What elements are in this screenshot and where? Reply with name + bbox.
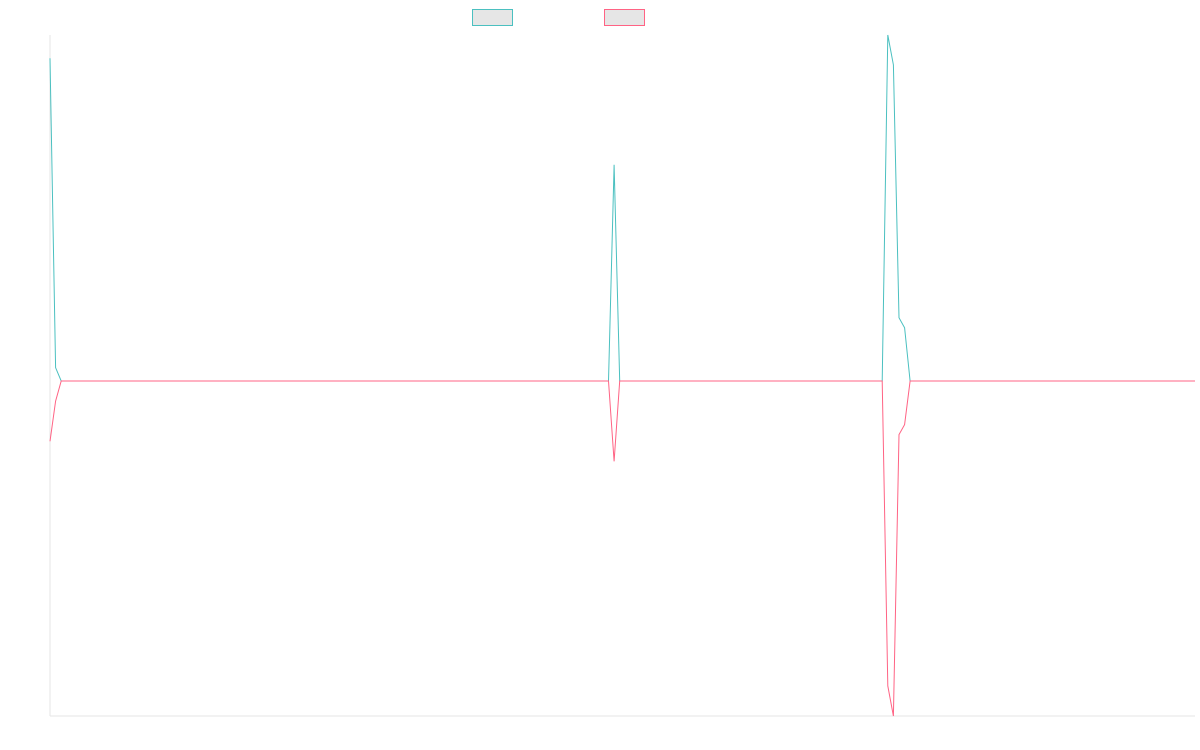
- legend-swatch-1: [472, 9, 513, 26]
- series-line-1: [49, 34, 1195, 382]
- series-line-2: [49, 380, 1195, 717]
- legend-swatch-2: [604, 9, 645, 26]
